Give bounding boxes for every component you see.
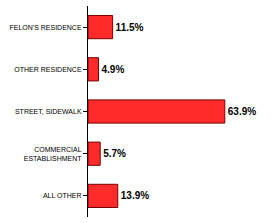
svg-text:OTHER RESIDENCE: OTHER RESIDENCE	[14, 66, 82, 73]
svg-text:4.9%: 4.9%	[101, 64, 124, 75]
svg-text:FELON'S RESIDENCE: FELON'S RESIDENCE	[9, 24, 81, 31]
svg-text:11.5%: 11.5%	[116, 22, 144, 33]
svg-text:13.9%: 13.9%	[121, 190, 149, 201]
svg-text:COMMERCIALESTABLISHMENT: COMMERCIALESTABLISHMENT	[24, 146, 83, 162]
svg-text:STREET, SIDEWALK: STREET, SIDEWALK	[15, 108, 82, 115]
svg-text:5.7%: 5.7%	[103, 148, 126, 159]
svg-text:ALL OTHER: ALL OTHER	[43, 192, 82, 199]
svg-text:63.9%: 63.9%	[228, 106, 256, 117]
